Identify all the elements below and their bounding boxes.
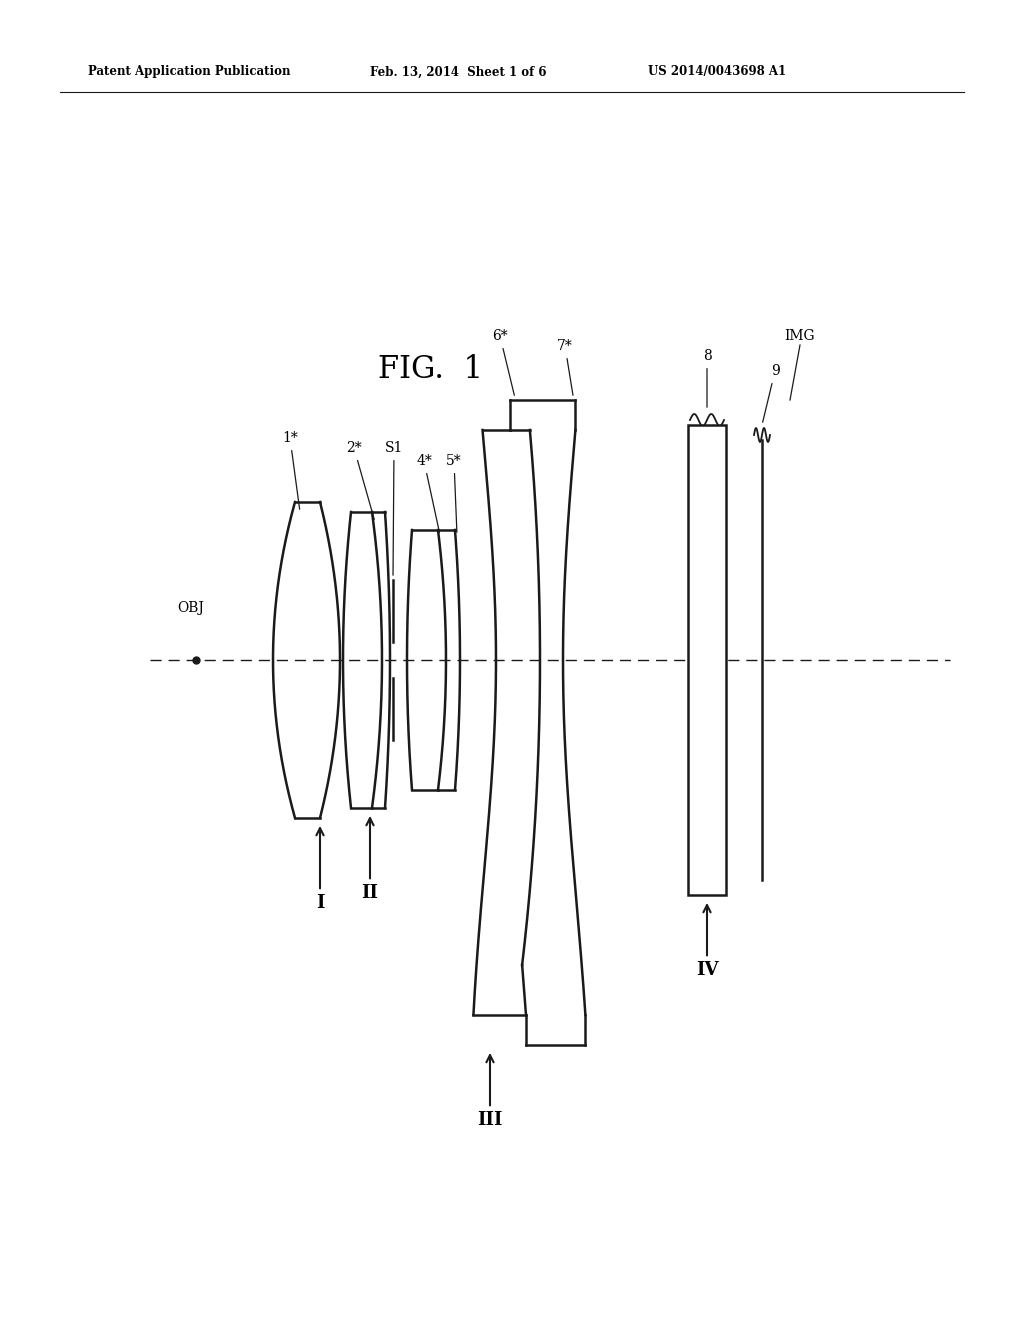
Text: OBJ: OBJ bbox=[177, 601, 205, 615]
Text: 4*: 4* bbox=[416, 454, 439, 532]
Text: Patent Application Publication: Patent Application Publication bbox=[88, 66, 291, 78]
Text: IV: IV bbox=[695, 906, 718, 979]
Text: I: I bbox=[315, 828, 325, 912]
Text: 7*: 7* bbox=[557, 339, 573, 395]
Text: 8: 8 bbox=[702, 348, 712, 408]
Bar bbox=[688, 425, 726, 895]
Text: III: III bbox=[477, 1055, 503, 1129]
Text: Feb. 13, 2014  Sheet 1 of 6: Feb. 13, 2014 Sheet 1 of 6 bbox=[370, 66, 547, 78]
Text: US 2014/0043698 A1: US 2014/0043698 A1 bbox=[648, 66, 786, 78]
Text: 6*: 6* bbox=[493, 329, 514, 395]
Text: 5*: 5* bbox=[446, 454, 462, 532]
Text: 1*: 1* bbox=[283, 432, 300, 510]
Text: FIG.  1: FIG. 1 bbox=[378, 355, 482, 385]
Text: S1: S1 bbox=[385, 441, 403, 576]
Text: II: II bbox=[361, 818, 379, 902]
Text: 9: 9 bbox=[763, 364, 779, 422]
Text: 2*: 2* bbox=[346, 441, 374, 519]
Text: IMG: IMG bbox=[784, 329, 815, 343]
